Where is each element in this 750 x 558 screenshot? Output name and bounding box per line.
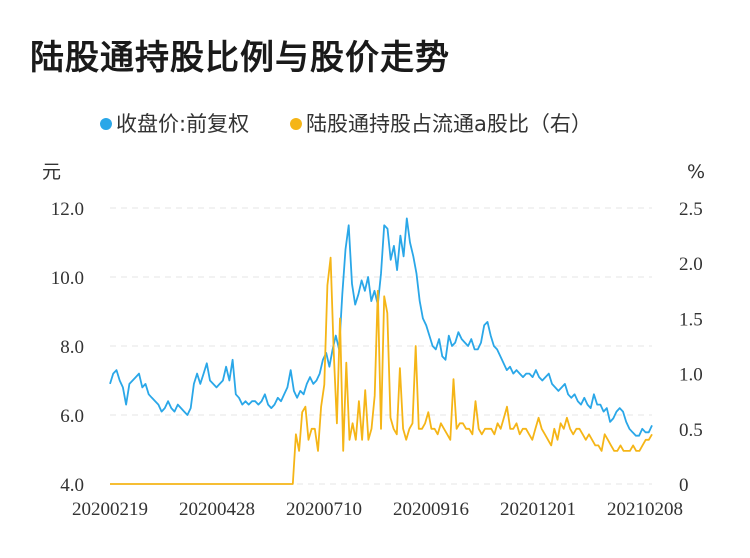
chart-title: 陆股通持股比例与股价走势 xyxy=(30,38,450,78)
x-tick-label: 20200710 xyxy=(286,499,362,520)
series-line-price xyxy=(109,217,653,437)
y-right-tick-label: 0.5 xyxy=(679,420,703,441)
y-right-ticks: 2.5 2.0 1.5 1.0 0.5 0 xyxy=(679,199,703,496)
y-left-ticks: 12.0 10.0 8.0 6.0 4.0 xyxy=(51,199,84,496)
x-tick-label: 20210208 xyxy=(607,499,683,520)
x-tick-label: 20200916 xyxy=(393,499,469,520)
y-right-tick-label: 0 xyxy=(679,475,689,496)
y-right-tick-label: 1.0 xyxy=(679,365,703,386)
y-left-tick-label: 4.0 xyxy=(60,475,84,496)
legend-label-ratio: 陆股通持股占流通a股比（右） xyxy=(306,112,592,136)
x-tick-label: 20201201 xyxy=(500,499,576,520)
y-right-tick-label: 1.5 xyxy=(679,309,703,330)
y-left-tick-label: 6.0 xyxy=(60,406,84,427)
y-right-tick-label: 2.0 xyxy=(679,254,703,275)
y-left-tick-label: 8.0 xyxy=(60,337,84,358)
y-left-tick-label: 12.0 xyxy=(51,199,84,220)
y-right-unit: % xyxy=(687,161,705,183)
y-left-tick-label: 10.0 xyxy=(51,268,84,289)
series-line-ratio xyxy=(110,256,653,485)
x-tick-label: 20200219 xyxy=(72,499,148,520)
legend-label-price: 收盘价:前复权 xyxy=(116,112,249,136)
series-lines xyxy=(109,217,653,485)
x-tick-label: 20200428 xyxy=(179,499,255,520)
gridlines xyxy=(110,207,652,485)
legend-marker-price xyxy=(100,118,112,130)
legend-marker-ratio xyxy=(290,118,302,130)
legend: 收盘价:前复权 陆股通持股占流通a股比（右） xyxy=(100,112,592,136)
x-ticks: 20200219 20200428 20200710 20200916 20201201… xyxy=(72,499,683,520)
y-left-unit: 元 xyxy=(42,161,61,183)
y-right-tick-label: 2.5 xyxy=(679,199,703,220)
